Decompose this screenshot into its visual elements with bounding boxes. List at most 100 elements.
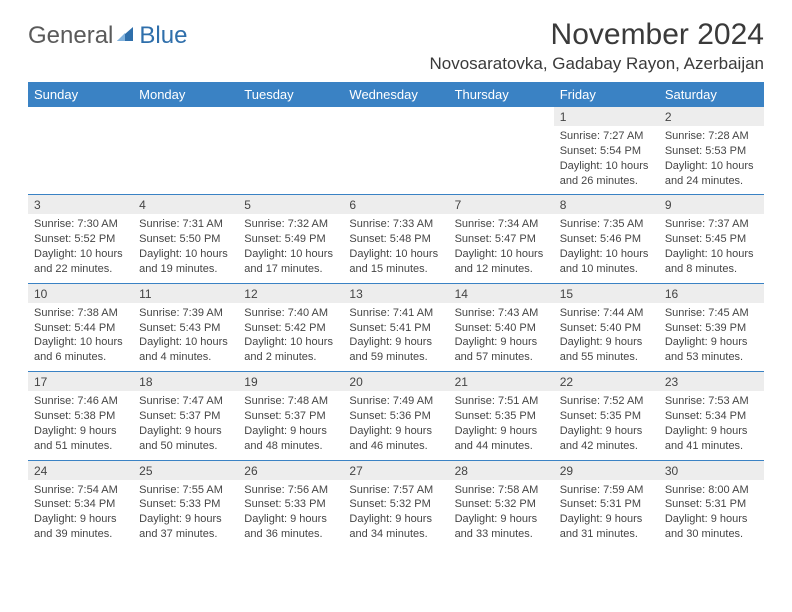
calendar-day-cell: 29Sunrise: 7:59 AMSunset: 5:31 PMDayligh…: [554, 460, 659, 548]
day-dl2-text: and 44 minutes.: [455, 439, 548, 454]
day-sunrise-text: Sunrise: 7:33 AM: [349, 217, 442, 232]
day-sunrise-text: Sunrise: 7:35 AM: [560, 217, 653, 232]
day-dl1-text: Daylight: 10 hours: [244, 247, 337, 262]
day-sunset-text: Sunset: 5:49 PM: [244, 232, 337, 247]
day-number-empty: [343, 107, 448, 126]
day-body-empty: [133, 126, 238, 184]
day-sunset-text: Sunset: 5:40 PM: [455, 321, 548, 336]
day-dl1-text: Daylight: 10 hours: [665, 247, 758, 262]
day-dl2-text: and 42 minutes.: [560, 439, 653, 454]
calendar-day-cell: 8Sunrise: 7:35 AMSunset: 5:46 PMDaylight…: [554, 195, 659, 283]
day-number-empty: [238, 107, 343, 126]
day-dl2-text: and 17 minutes.: [244, 262, 337, 277]
page-header: General Blue November 2024 Novosaratovka…: [28, 18, 764, 74]
day-sunrise-text: Sunrise: 7:57 AM: [349, 483, 442, 498]
day-dl1-text: Daylight: 10 hours: [349, 247, 442, 262]
day-sunrise-text: Sunrise: 8:00 AM: [665, 483, 758, 498]
day-number: 29: [554, 461, 659, 480]
day-sunset-text: Sunset: 5:32 PM: [349, 497, 442, 512]
day-sunrise-text: Sunrise: 7:28 AM: [665, 129, 758, 144]
day-details: Sunrise: 7:27 AMSunset: 5:54 PMDaylight:…: [554, 126, 659, 194]
day-dl2-text: and 51 minutes.: [34, 439, 127, 454]
day-details: Sunrise: 7:48 AMSunset: 5:37 PMDaylight:…: [238, 391, 343, 459]
day-number-empty: [449, 107, 554, 126]
day-number-empty: [28, 107, 133, 126]
calendar-day-cell: 3Sunrise: 7:30 AMSunset: 5:52 PMDaylight…: [28, 195, 133, 283]
day-details: Sunrise: 7:57 AMSunset: 5:32 PMDaylight:…: [343, 480, 448, 548]
calendar-day-cell: 26Sunrise: 7:56 AMSunset: 5:33 PMDayligh…: [238, 460, 343, 548]
day-number: 24: [28, 461, 133, 480]
day-dl2-text: and 6 minutes.: [34, 350, 127, 365]
day-sunrise-text: Sunrise: 7:41 AM: [349, 306, 442, 321]
calendar-week-row: 17Sunrise: 7:46 AMSunset: 5:38 PMDayligh…: [28, 372, 764, 460]
day-dl1-text: Daylight: 10 hours: [244, 335, 337, 350]
day-number: 23: [659, 372, 764, 391]
day-sunset-text: Sunset: 5:39 PM: [665, 321, 758, 336]
calendar-day-cell: 28Sunrise: 7:58 AMSunset: 5:32 PMDayligh…: [449, 460, 554, 548]
day-dl2-text: and 12 minutes.: [455, 262, 548, 277]
logo-word-blue: Blue: [139, 22, 187, 50]
calendar-day-cell: 15Sunrise: 7:44 AMSunset: 5:40 PMDayligh…: [554, 283, 659, 371]
day-sunset-text: Sunset: 5:33 PM: [139, 497, 232, 512]
day-sunset-text: Sunset: 5:33 PM: [244, 497, 337, 512]
day-body-empty: [28, 126, 133, 184]
day-number: 22: [554, 372, 659, 391]
day-dl2-text: and 50 minutes.: [139, 439, 232, 454]
day-dl2-text: and 33 minutes.: [455, 527, 548, 542]
day-number: 17: [28, 372, 133, 391]
calendar-day-cell: 14Sunrise: 7:43 AMSunset: 5:40 PMDayligh…: [449, 283, 554, 371]
calendar-day-cell: 4Sunrise: 7:31 AMSunset: 5:50 PMDaylight…: [133, 195, 238, 283]
day-sunset-text: Sunset: 5:34 PM: [34, 497, 127, 512]
day-sunrise-text: Sunrise: 7:30 AM: [34, 217, 127, 232]
day-details: Sunrise: 7:53 AMSunset: 5:34 PMDaylight:…: [659, 391, 764, 459]
day-dl1-text: Daylight: 9 hours: [139, 424, 232, 439]
calendar-week-row: 10Sunrise: 7:38 AMSunset: 5:44 PMDayligh…: [28, 283, 764, 371]
day-sunset-text: Sunset: 5:47 PM: [455, 232, 548, 247]
day-sunrise-text: Sunrise: 7:52 AM: [560, 394, 653, 409]
day-details: Sunrise: 8:00 AMSunset: 5:31 PMDaylight:…: [659, 480, 764, 548]
day-dl1-text: Daylight: 9 hours: [665, 424, 758, 439]
day-sunset-text: Sunset: 5:38 PM: [34, 409, 127, 424]
weekday-header: Saturday: [659, 82, 764, 107]
day-sunset-text: Sunset: 5:34 PM: [665, 409, 758, 424]
day-dl1-text: Daylight: 9 hours: [560, 335, 653, 350]
calendar-day-cell: 27Sunrise: 7:57 AMSunset: 5:32 PMDayligh…: [343, 460, 448, 548]
month-title: November 2024: [429, 18, 764, 52]
calendar-day-cell: 21Sunrise: 7:51 AMSunset: 5:35 PMDayligh…: [449, 372, 554, 460]
day-sunset-text: Sunset: 5:53 PM: [665, 144, 758, 159]
day-dl1-text: Daylight: 9 hours: [665, 512, 758, 527]
day-details: Sunrise: 7:54 AMSunset: 5:34 PMDaylight:…: [28, 480, 133, 548]
day-details: Sunrise: 7:40 AMSunset: 5:42 PMDaylight:…: [238, 303, 343, 371]
day-details: Sunrise: 7:44 AMSunset: 5:40 PMDaylight:…: [554, 303, 659, 371]
day-sunrise-text: Sunrise: 7:38 AM: [34, 306, 127, 321]
day-sunrise-text: Sunrise: 7:51 AM: [455, 394, 548, 409]
calendar-day-cell: 18Sunrise: 7:47 AMSunset: 5:37 PMDayligh…: [133, 372, 238, 460]
day-number: 3: [28, 195, 133, 214]
weekday-header: Thursday: [449, 82, 554, 107]
day-details: Sunrise: 7:35 AMSunset: 5:46 PMDaylight:…: [554, 214, 659, 282]
day-dl2-text: and 19 minutes.: [139, 262, 232, 277]
calendar-week-row: 1Sunrise: 7:27 AMSunset: 5:54 PMDaylight…: [28, 107, 764, 195]
day-number: 11: [133, 284, 238, 303]
day-sunrise-text: Sunrise: 7:48 AM: [244, 394, 337, 409]
day-number: 7: [449, 195, 554, 214]
day-dl2-text: and 8 minutes.: [665, 262, 758, 277]
day-details: Sunrise: 7:32 AMSunset: 5:49 PMDaylight:…: [238, 214, 343, 282]
logo-word-general: General: [28, 22, 113, 50]
location-subtitle: Novosaratovka, Gadabay Rayon, Azerbaijan: [429, 54, 764, 74]
day-sunset-text: Sunset: 5:41 PM: [349, 321, 442, 336]
day-number: 12: [238, 284, 343, 303]
day-dl2-text: and 22 minutes.: [34, 262, 127, 277]
day-number: 10: [28, 284, 133, 303]
day-sunrise-text: Sunrise: 7:37 AM: [665, 217, 758, 232]
day-dl2-text: and 31 minutes.: [560, 527, 653, 542]
day-details: Sunrise: 7:55 AMSunset: 5:33 PMDaylight:…: [133, 480, 238, 548]
day-details: Sunrise: 7:31 AMSunset: 5:50 PMDaylight:…: [133, 214, 238, 282]
day-sunset-text: Sunset: 5:48 PM: [349, 232, 442, 247]
day-number: 4: [133, 195, 238, 214]
day-number: 26: [238, 461, 343, 480]
day-sunrise-text: Sunrise: 7:27 AM: [560, 129, 653, 144]
day-number: 14: [449, 284, 554, 303]
day-number: 25: [133, 461, 238, 480]
day-dl2-text: and 53 minutes.: [665, 350, 758, 365]
